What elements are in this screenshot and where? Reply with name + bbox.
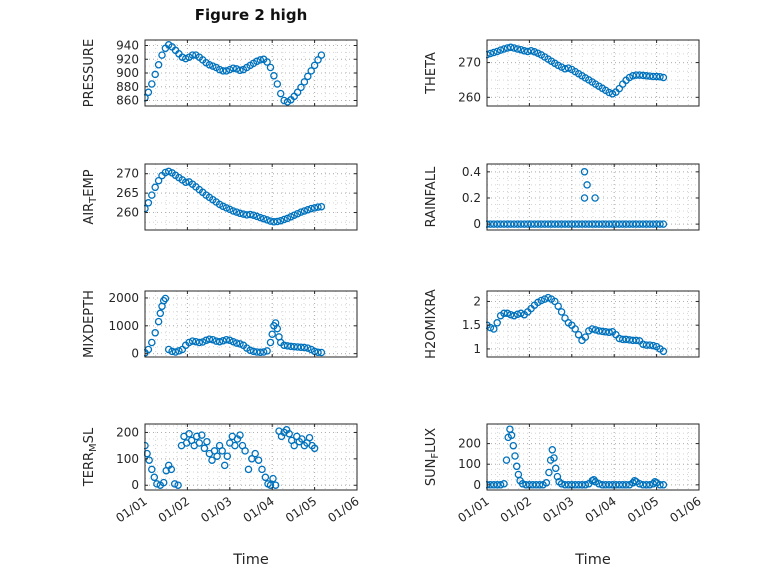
axis-ticks <box>486 291 700 357</box>
svg-text:200: 200 <box>458 437 481 451</box>
subplot-theta: 260 270 THETA <box>397 30 707 116</box>
scatter-series <box>144 294 326 357</box>
svg-text:920: 920 <box>116 52 139 66</box>
svg-text:1.5: 1.5 <box>462 318 481 332</box>
x-tick-labels: 01/01 01/02 01/03 01/04 01/05 01/06 <box>113 494 361 525</box>
axes-box <box>486 39 700 107</box>
y-axis-label: RAINFALL <box>424 166 439 227</box>
svg-text:0: 0 <box>473 478 481 492</box>
svg-text:270: 270 <box>116 167 139 181</box>
y-axis-label: SUNFLUX <box>424 428 441 486</box>
axes-box <box>486 163 700 231</box>
chart-canvas-terr-msl: 0 100 200 01/01 01/02 01/03 01/04 01/05 01/06 TER… <box>82 423 362 525</box>
svg-text:0: 0 <box>131 347 139 361</box>
svg-text:01/05: 01/05 <box>283 494 319 525</box>
axes-box <box>144 290 358 358</box>
x-axis-label-right: Time <box>575 552 611 568</box>
svg-text:0: 0 <box>131 478 139 492</box>
scatter-series <box>144 426 319 489</box>
svg-text:01/04: 01/04 <box>241 494 277 525</box>
svg-text:01/02: 01/02 <box>156 494 192 525</box>
axes-box <box>144 163 358 231</box>
svg-text:880: 880 <box>116 80 139 94</box>
svg-text:01/02: 01/02 <box>498 494 534 525</box>
svg-text:260: 260 <box>116 206 139 220</box>
svg-text:940: 940 <box>116 39 139 53</box>
svg-text:01/04: 01/04 <box>583 494 619 525</box>
y-tick-labels: 260 270 <box>458 56 481 105</box>
chart-canvas-sun-flux: 0 100 200 01/01 01/02 01/03 01/04 01/05 01/06 SUN… <box>424 423 704 525</box>
scatter-series <box>144 41 326 106</box>
axis-ticks <box>144 40 358 106</box>
svg-text:0.2: 0.2 <box>462 191 481 205</box>
svg-text:900: 900 <box>116 66 139 80</box>
chart-canvas-air-temp: 260 265 270 AIRTEMP <box>82 163 358 231</box>
svg-text:01/03: 01/03 <box>540 494 576 525</box>
subplot-pressure: 860 880 900 920 940 PRESSURE <box>55 30 365 116</box>
svg-text:0: 0 <box>473 217 481 231</box>
y-tick-labels: 0 100 200 <box>116 425 139 492</box>
svg-text:01/05: 01/05 <box>625 494 661 525</box>
subplot-air-temp: 260 265 270 AIRTEMP <box>55 154 365 240</box>
subplot-rainfall: 0 0.2 0.4 RAINFALL <box>397 154 707 240</box>
svg-text:860: 860 <box>116 94 139 108</box>
axis-ticks <box>144 164 358 230</box>
figure-title: Figure 2 high <box>194 6 308 24</box>
y-axis-label: MIXDEPTH <box>82 290 97 358</box>
y-tick-labels: 260 265 270 <box>116 167 139 220</box>
axis-ticks <box>486 164 700 230</box>
subplot-mixdepth: 0 1000 2000 MIXDEPTH <box>55 281 365 367</box>
chart-canvas-theta: 260 270 THETA <box>424 39 700 107</box>
svg-text:265: 265 <box>116 186 139 200</box>
svg-text:1000: 1000 <box>108 319 139 333</box>
subplot-terr-msl: 0 100 200 01/01 01/02 01/03 01/04 01/05 01/06 TER… <box>55 414 365 564</box>
y-tick-labels: 0 100 200 <box>458 437 481 492</box>
axis-ticks <box>486 424 700 490</box>
subplot-sun-flux: 0 100 200 01/01 01/02 01/03 01/04 01/05 01/06 SUN… <box>397 414 707 564</box>
y-tick-labels: 0 1000 2000 <box>108 291 139 361</box>
svg-text:01/03: 01/03 <box>198 494 234 525</box>
svg-text:200: 200 <box>116 425 139 439</box>
y-tick-labels: 0 0.2 0.4 <box>462 165 481 231</box>
svg-text:100: 100 <box>458 457 481 471</box>
axis-ticks <box>144 424 358 490</box>
svg-text:1: 1 <box>473 342 481 356</box>
subplot-h2omixra: 1 1.5 2 H2OMIXRA <box>397 281 707 367</box>
svg-text:0.4: 0.4 <box>462 165 481 179</box>
svg-text:01/06: 01/06 <box>667 494 703 525</box>
axes-box <box>486 423 700 491</box>
y-axis-label: H2OMIXRA <box>424 289 439 359</box>
svg-text:100: 100 <box>116 452 139 466</box>
chart-canvas-mixdepth: 0 1000 2000 MIXDEPTH <box>82 290 358 361</box>
y-axis-label: THETA <box>424 52 439 95</box>
svg-text:270: 270 <box>458 56 481 70</box>
scatter-series <box>486 43 668 98</box>
axes-box <box>144 423 358 491</box>
scatter-series <box>144 167 326 226</box>
svg-text:2: 2 <box>473 294 481 308</box>
x-axis-label-left: Time <box>233 552 269 568</box>
chart-canvas-rainfall: 0 0.2 0.4 RAINFALL <box>424 163 700 231</box>
svg-text:01/01: 01/01 <box>113 494 149 525</box>
y-axis-label: TERRMSL <box>82 427 99 487</box>
svg-text:2000: 2000 <box>108 291 139 305</box>
axes-box <box>486 290 700 358</box>
axis-ticks <box>144 291 358 357</box>
svg-text:01/01: 01/01 <box>455 494 491 525</box>
y-axis-label: PRESSURE <box>82 39 97 107</box>
y-axis-label: AIRTEMP <box>82 169 99 224</box>
svg-text:01/06: 01/06 <box>325 494 361 525</box>
x-tick-labels: 01/01 01/02 01/03 01/04 01/05 01/06 <box>455 494 703 525</box>
svg-text:260: 260 <box>458 90 481 104</box>
axis-ticks <box>486 40 700 106</box>
scatter-series <box>486 293 668 356</box>
scatter-series <box>486 425 668 489</box>
y-tick-labels: 11.52 <box>462 294 481 355</box>
